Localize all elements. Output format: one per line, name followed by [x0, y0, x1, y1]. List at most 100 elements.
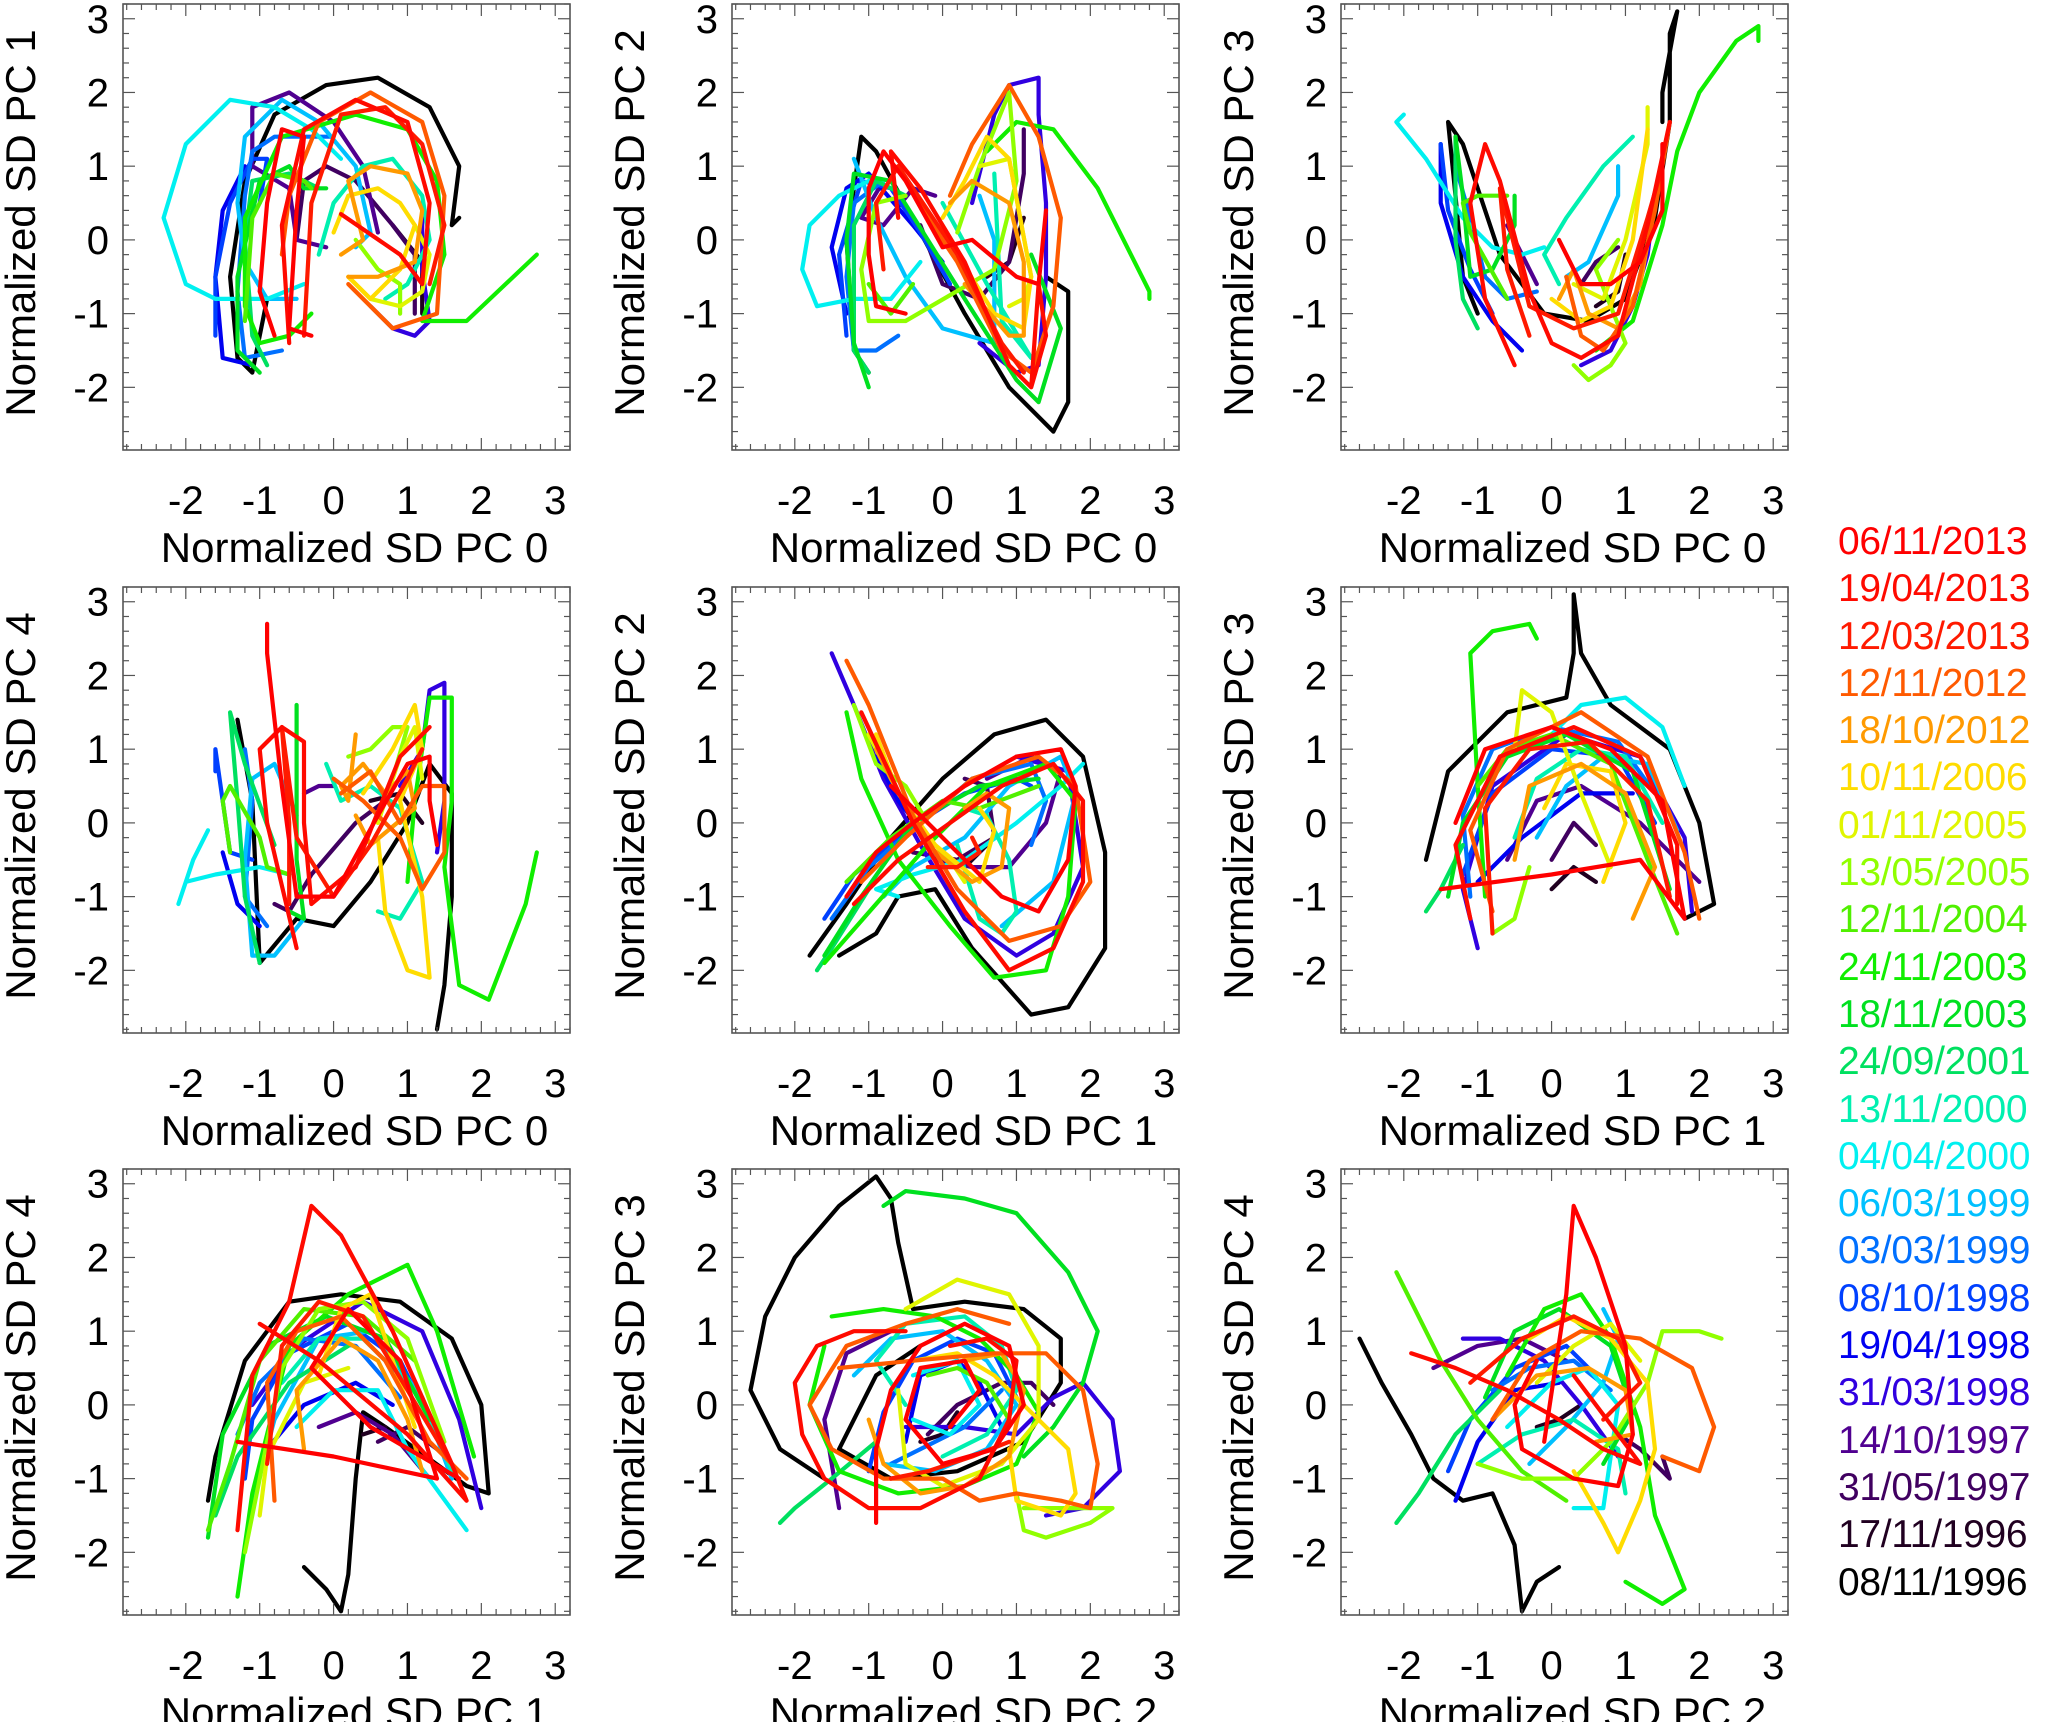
series-line-12-11-2004 [1460, 193, 1510, 301]
axis-ticks [732, 586, 1180, 1033]
y-tick-label: 3 [696, 581, 718, 625]
series-line-19-04-2013 [851, 710, 1086, 973]
x-tick-label: 1 [1614, 479, 1636, 523]
y-tick-label: 3 [1305, 0, 1327, 42]
legend-entry: 08/10/1998 [1838, 1276, 2031, 1320]
series-line-17-11-1996 [1549, 865, 1598, 892]
series-line-24-11-2003 [235, 1262, 477, 1599]
y-tick-label: -2 [1291, 1531, 1327, 1575]
x-tick-label: 2 [1079, 1062, 1101, 1106]
series-lines [205, 1203, 491, 1614]
series-line-24-09-2001 [814, 887, 871, 973]
series-lines [1357, 1203, 1724, 1614]
x-tick-label: 0 [931, 1644, 953, 1688]
legend-entry: 17/11/1996 [1838, 1513, 2028, 1557]
y-tick-label: 1 [1305, 1310, 1327, 1354]
y-tick-label: -2 [73, 1531, 109, 1575]
series-line-12-03-2013 [925, 835, 982, 870]
y-axis-label: Normalized SD PC 3 [606, 1194, 653, 1581]
axis-ticks [123, 586, 571, 1033]
series-line-06-11-2013 [235, 1307, 462, 1481]
series-line-08-11-1996 [205, 1292, 491, 1614]
x-tick-label: 3 [1153, 1644, 1175, 1688]
series-line-24-11-2003 [1468, 621, 1539, 899]
y-axis-label: Normalized SD PC 2 [606, 29, 653, 416]
x-tick-label: -2 [777, 479, 813, 523]
axis-ticks [1341, 3, 1789, 450]
series-line-06-03-1999 [235, 97, 373, 301]
series-line-12-11-2012 [1564, 119, 1672, 353]
y-tick-label: 0 [696, 1384, 718, 1428]
y-axis-label: Normalized SD PC 3 [1215, 29, 1262, 416]
series-line-01-11-2005 [1512, 688, 1613, 870]
y-tick-label: 2 [1305, 1236, 1327, 1280]
x-tick-label: 2 [1688, 479, 1710, 523]
axis-ticks [732, 1168, 1180, 1615]
x-tick-label: -1 [1460, 1644, 1496, 1688]
y-tick-label: -1 [1291, 876, 1327, 920]
y-tick-label: 3 [696, 1163, 718, 1207]
series-line-19-04-2013 [888, 149, 1049, 390]
series-line-13-05-2005 [353, 237, 403, 316]
legend-entry: 03/03/1999 [1838, 1229, 2031, 1273]
series-line-06-11-2013 [1556, 142, 1665, 287]
plot-frame [731, 586, 1180, 1034]
plot-frame [122, 3, 571, 451]
x-tick-label: -2 [168, 1062, 204, 1106]
x-tick-label: 1 [396, 1062, 418, 1106]
x-tick-label: 1 [1614, 1062, 1636, 1106]
legend-entry: 08/11/1996 [1838, 1560, 2028, 1604]
series-lines [800, 75, 1152, 434]
legend-entry: 14/10/1997 [1838, 1418, 2031, 1462]
series-line-18-10-2012 [294, 1336, 425, 1474]
series-line-04-04-2000 [176, 828, 292, 907]
series-line-24-09-2001 [228, 710, 277, 966]
y-tick-label: -2 [73, 366, 109, 410]
series-line-24-11-2003 [1593, 24, 1761, 353]
axis-ticks [732, 3, 1180, 450]
x-tick-label: 1 [1005, 1644, 1027, 1688]
legend-entry: 13/11/2000 [1838, 1087, 2028, 1131]
y-tick-label: 0 [696, 802, 718, 846]
legend-entry: 19/04/2013 [1838, 567, 2031, 611]
series-lines [161, 75, 539, 375]
x-tick-label: 0 [1540, 479, 1562, 523]
series-line-19-04-1998 [220, 850, 262, 929]
y-tick-label: 2 [696, 71, 718, 115]
series-line-31-05-1997 [272, 798, 388, 914]
x-axis-label: Normalized SD PC 1 [161, 1689, 548, 1722]
y-tick-label: -2 [682, 366, 718, 410]
legend-entry: 01/11/2005 [1838, 803, 2028, 847]
legend-entry: 13/05/2005 [1838, 851, 2031, 895]
series-line-13-11-2000 [1542, 134, 1635, 287]
series-line-14-10-1997 [1431, 1336, 1569, 1371]
series-line-12-03-2013 [279, 725, 425, 907]
axis-ticks [123, 3, 571, 450]
x-tick-label: 1 [396, 479, 418, 523]
x-tick-label: 2 [470, 479, 492, 523]
series-line-12-11-2012 [1490, 1329, 1717, 1474]
x-tick-label: 1 [1005, 1062, 1027, 1106]
y-tick-label: -1 [73, 1458, 109, 1502]
series-line-18-10-2012 [947, 178, 1026, 338]
y-axis-label: Normalized SD PC 4 [0, 612, 44, 999]
x-tick-label: -1 [851, 1644, 887, 1688]
x-tick-label: -2 [168, 479, 204, 523]
series-line-06-11-2013 [1512, 1203, 1635, 1489]
x-tick-label: -2 [777, 1062, 813, 1106]
y-tick-label: -2 [1291, 366, 1327, 410]
series-line-08-11-1996 [1446, 9, 1680, 324]
axis-ticks [1341, 1168, 1789, 1615]
x-axis-label: Normalized SD PC 1 [1379, 1107, 1766, 1154]
x-tick-label: -1 [1460, 1062, 1496, 1106]
y-tick-label: 2 [87, 654, 109, 698]
legend-entry: 04/04/2000 [1838, 1134, 2031, 1178]
y-tick-label: 0 [87, 1384, 109, 1428]
y-tick-label: 1 [696, 728, 718, 772]
